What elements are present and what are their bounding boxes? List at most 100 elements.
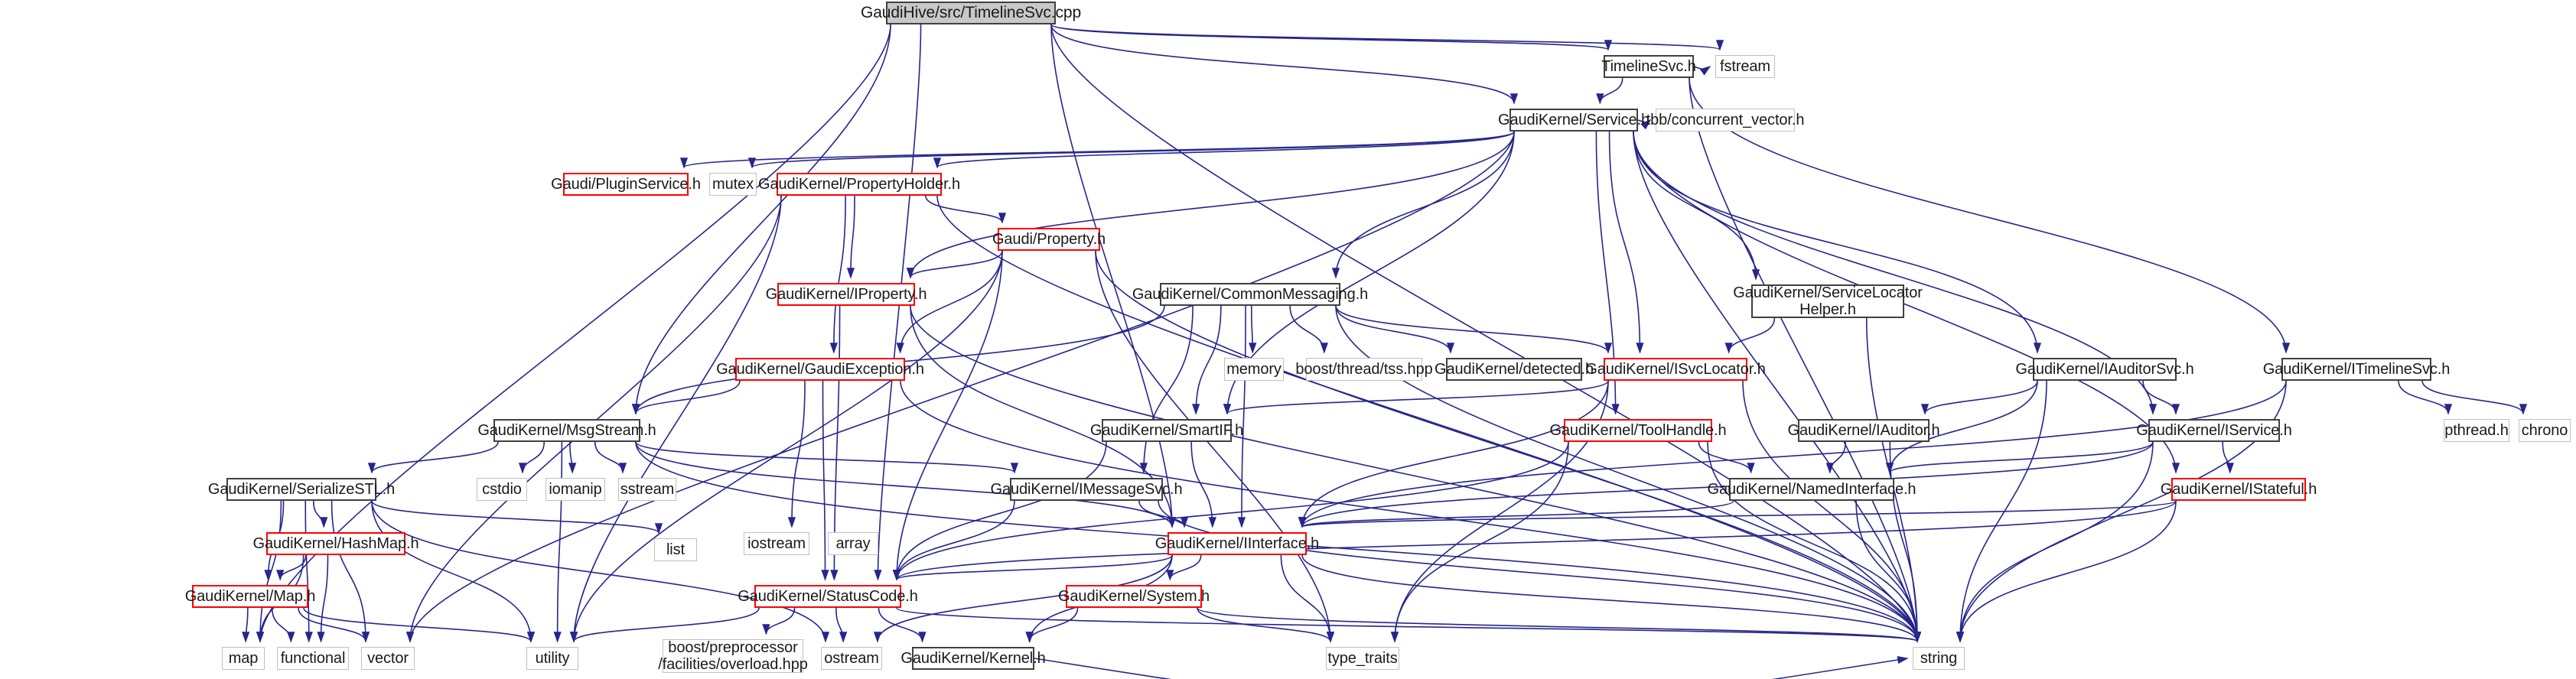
edge-gaudikernel-itimelinesvc-h--to--chrono bbox=[2421, 380, 2528, 415]
graph-node-vector[interactable]: vector bbox=[361, 647, 415, 670]
edge-gaudikernel-service-h--to--gaudikernel-istateful-h bbox=[1633, 131, 2180, 474]
edge-gaudikernel-commonmessaging-h--to--gaudikernel-iinterface-h bbox=[1237, 305, 1246, 528]
edge-gaudikernel-service-h--to--vector bbox=[406, 131, 1515, 643]
graph-node-gaudikernel-msgstream-h[interactable]: GaudiKernel/MsgStream.h bbox=[477, 419, 656, 442]
edge-gaudikernel-imessagesvc-h--to--gaudikernel-iinterface-h bbox=[1138, 500, 1189, 528]
edge-gaudikernel-iinterface-h--to--type-traits bbox=[1280, 554, 1335, 643]
graph-node-gaudikernel-hashmap-h[interactable]: GaudiKernel/HashMap.h bbox=[253, 532, 419, 555]
edge-gaudikernel-serializestl-h--to--list bbox=[371, 500, 663, 534]
edge-gaudikernel-iauditorsvc-h--to--gaudikernel-iservice-h bbox=[2142, 380, 2180, 415]
edge-gaudikernel-system-h--to--string bbox=[1197, 607, 1921, 643]
edge-gaudikernel-system-h--to--type-traits bbox=[1197, 607, 1335, 643]
graph-node-gaudikernel-iinterface-h[interactable]: GaudiKernel/IInterface.h bbox=[1155, 532, 1319, 555]
graph-node-array[interactable]: array bbox=[828, 532, 878, 555]
graph-node-gaudikernel-detected-h[interactable]: GaudiKernel/detected.h bbox=[1435, 358, 1594, 381]
graph-node-string[interactable]: string bbox=[1913, 647, 1965, 670]
edge-gaudikernel-commonmessaging-h--to--gaudikernel-smartif-h bbox=[1192, 305, 1222, 415]
graph-node-type-traits[interactable]: type_traits bbox=[1326, 647, 1399, 670]
edge-gaudikernel-propertyholder-h--to--string bbox=[936, 195, 1922, 643]
graph-node-gaudikernel-map-h[interactable]: GaudiKernel/Map.h bbox=[185, 585, 315, 608]
edge-gaudikernel-commonmessaging-h--to--gaudikernel-detected-h bbox=[1335, 305, 1455, 354]
graph-node-memory[interactable]: memory bbox=[1224, 358, 1284, 381]
edge-gaudikernel-msgstream-h--to--utility bbox=[553, 441, 563, 643]
graph-node-iomanip[interactable]: iomanip bbox=[545, 478, 605, 501]
edge-gaudi-property-h--to--gaudikernel-iproperty-h bbox=[906, 250, 1003, 279]
edge-gaudikernel-iinterface-h--to--string bbox=[1301, 554, 1921, 643]
edge-gaudikernel-service-h--to--tbb-concurrent-vector-h bbox=[1637, 119, 1652, 130]
graph-node-boost-preprocessor-facilities-overload-hpp[interactable]: boost/preprocessor /facilities/overload.… bbox=[658, 638, 808, 673]
edge-gaudikernel-iauditorsvc-h--to--gaudikernel-iauditor-h bbox=[1920, 380, 2038, 415]
graph-node-cstdio[interactable]: cstdio bbox=[477, 478, 527, 501]
graph-node-pthread-h[interactable]: pthread.h bbox=[2444, 419, 2509, 442]
edge-gaudikernel-iservice-h--to--gaudikernel-iinterface-h bbox=[1298, 441, 2154, 528]
graph-node-gaudikernel-iproperty-h[interactable]: GaudiKernel/IProperty.h bbox=[766, 283, 927, 306]
edge-gaudikernel-serializestl-h--to--map bbox=[256, 500, 282, 643]
edge-gaudikernel-smartif-h--to--gaudikernel-iinterface-h bbox=[1190, 441, 1216, 528]
edge-gaudikernel-commonmessaging-h--to--gaudikernel-isvclocator-h bbox=[1335, 305, 1612, 354]
edge-gaudikernel-statuscode-h--to--utility bbox=[570, 607, 760, 643]
edge-gaudikernel-isvclocator-h--to--gaudikernel-iinterface-h bbox=[1298, 380, 1609, 528]
edge-gaudikernel-isvclocator-h--to--gaudikernel-smartif-h bbox=[1223, 380, 1609, 415]
graph-node-ostream[interactable]: ostream bbox=[821, 647, 882, 670]
graph-node-gaudikernel-smartif-h[interactable]: GaudiKernel/SmartIF.h bbox=[1090, 419, 1243, 442]
graph-node-gaudi-property-h[interactable]: Gaudi/Property.h bbox=[992, 228, 1106, 251]
edge-gaudikernel-kernel-h--to--string bbox=[1034, 655, 1909, 679]
edge-gaudikernel-msgstream-h--to--sstream bbox=[594, 441, 627, 474]
graph-node-gaudikernel-namedinterface-h[interactable]: GaudiKernel/NamedInterface.h bbox=[1708, 478, 1917, 501]
graph-node-gaudikernel-iauditor-h[interactable]: GaudiKernel/IAuditor.h bbox=[1787, 419, 1940, 442]
edge-gaudihive-src-timelinesvc-cpp--to--gaudikernel-iinterface-h bbox=[1050, 24, 1177, 528]
edge-gaudi-property-h--to--gaudikernel-statuscode-h bbox=[892, 250, 1003, 581]
edge-gaudikernel-map-h--to--vector bbox=[298, 607, 370, 643]
graph-node-boost-thread-tss-hpp[interactable]: boost/thread/tss.hpp bbox=[1295, 358, 1433, 381]
graph-node-mutex[interactable]: mutex bbox=[709, 173, 757, 196]
graph-node-chrono[interactable]: chrono bbox=[2519, 419, 2571, 442]
graph-node-gaudikernel-commonmessaging-h[interactable]: GaudiKernel/CommonMessaging.h bbox=[1132, 283, 1368, 306]
edge-gaudikernel-toolhandle-h--to--string bbox=[1707, 441, 1922, 643]
graph-node-gaudikernel-system-h[interactable]: GaudiKernel/System.h bbox=[1058, 585, 1210, 608]
edge-gaudihive-src-timelinesvc-cpp--to--timelinesvc-h bbox=[1050, 24, 1612, 51]
graph-node-gaudikernel-propertyholder-h[interactable]: GaudiKernel/PropertyHolder.h bbox=[758, 173, 960, 196]
graph-node-gaudikernel-imessagesvc-h[interactable]: GaudiKernel/IMessageSvc.h bbox=[991, 478, 1183, 501]
graph-node-gaudikernel-serializestl-h[interactable]: GaudiKernel/SerializeSTL.h bbox=[208, 478, 395, 501]
edge-gaudikernel-msgstream-h--to--cstdio bbox=[518, 441, 545, 474]
graph-node-list[interactable]: list bbox=[654, 538, 697, 561]
graph-node-iostream[interactable]: iostream bbox=[744, 532, 809, 555]
graph-node-tbb-concurrent-vector-h[interactable]: tbb/concurrent_vector.h bbox=[1646, 109, 1804, 132]
graph-node-gaudikernel-statuscode-h[interactable]: GaudiKernel/StatusCode.h bbox=[738, 585, 918, 608]
edge-gaudikernel-gaudiexception-h--to--gaudikernel-statuscode-h bbox=[821, 380, 829, 581]
edge-gaudikernel-propertyholder-h--to--utility bbox=[569, 195, 782, 643]
edge-gaudikernel-toolhandle-h--to--gaudikernel-namedinterface-h bbox=[1698, 441, 1755, 474]
graph-node-gaudikernel-gaudiexception-h[interactable]: GaudiKernel/GaudiException.h bbox=[716, 358, 924, 381]
edge-gaudikernel-propertyholder-h--to--gaudikernel-iproperty-h bbox=[846, 195, 855, 279]
edge-gaudikernel-service-h--to--gaudi-pluginservice-h bbox=[680, 131, 1515, 169]
graph-node-gaudikernel-kernel-h[interactable]: GaudiKernel/Kernel.h bbox=[900, 647, 1046, 670]
edge-gaudikernel-iinterface-h--to--gaudikernel-system-h bbox=[1166, 554, 1202, 581]
graph-node-gaudikernel-service-h[interactable]: GaudiKernel/Service.h bbox=[1498, 109, 1649, 132]
graph-node-fstream[interactable]: fstream bbox=[1715, 55, 1775, 78]
graph-node-gaudikernel-istateful-h[interactable]: GaudiKernel/IStateful.h bbox=[2161, 478, 2317, 501]
graph-node-map[interactable]: map bbox=[222, 647, 265, 670]
edge-gaudikernel-iauditor-h--to--gaudikernel-namedinterface-h bbox=[1825, 441, 1846, 474]
edge-gaudikernel-istateful-h--to--gaudikernel-iinterface-h bbox=[1298, 500, 2177, 528]
graph-node-gaudikernel-iauditorsvc-h[interactable]: GaudiKernel/IAuditorSvc.h bbox=[2015, 358, 2194, 381]
graph-node-functional[interactable]: functional bbox=[277, 647, 349, 670]
graph-node-gaudikernel-isvclocator-h[interactable]: GaudiKernel/ISvcLocator.h bbox=[1585, 358, 1766, 381]
edge-gaudikernel-iauditorsvc-h--to--gaudikernel-namedinterface-h bbox=[1885, 380, 2038, 474]
graph-node-utility[interactable]: utility bbox=[526, 647, 578, 670]
graph-node-gaudikernel-toolhandle-h[interactable]: GaudiKernel/ToolHandle.h bbox=[1549, 419, 1727, 442]
edge-gaudikernel-iauditorsvc-h--to--string bbox=[1956, 380, 2047, 643]
edge-gaudikernel-commonmessaging-h--to--memory bbox=[1249, 305, 1257, 354]
graph-node-gaudikernel-itimelinesvc-h[interactable]: GaudiKernel/ITimelineSvc.h bbox=[2263, 358, 2450, 381]
graph-node-gaudi-pluginservice-h[interactable]: Gaudi/PluginService.h bbox=[551, 173, 701, 196]
graph-node-gaudikernel-servicelocator-helper-h[interactable]: GaudiKernel/ServiceLocator Helper.h bbox=[1733, 284, 1923, 318]
graph-node-sstream[interactable]: sstream bbox=[618, 478, 676, 501]
graph-node-gaudikernel-iservice-h[interactable]: GaudiKernel/IService.h bbox=[2136, 419, 2292, 442]
edge-gaudikernel-service-h--to--gaudikernel-iauditorsvc-h bbox=[1633, 131, 2042, 354]
edge-gaudihive-src-timelinesvc-cpp--to--gaudikernel-service-h bbox=[1050, 24, 1518, 105]
edge-gaudi-property-h--to--type-traits bbox=[1095, 250, 1335, 643]
edge-gaudikernel-serializestl-h--to--vector bbox=[331, 500, 370, 643]
edge-gaudihive-src-timelinesvc-cpp--to--gaudikernel-msgstream-h bbox=[631, 24, 891, 415]
edge-gaudikernel-iservice-h--to--string bbox=[1956, 441, 2154, 643]
graph-node-timelinesvc-h[interactable]: TimelineSvc.h bbox=[1601, 55, 1696, 78]
edge-gaudikernel-statuscode-h--to--boost-preprocessor-facilities-overload-hpp bbox=[762, 607, 796, 635]
